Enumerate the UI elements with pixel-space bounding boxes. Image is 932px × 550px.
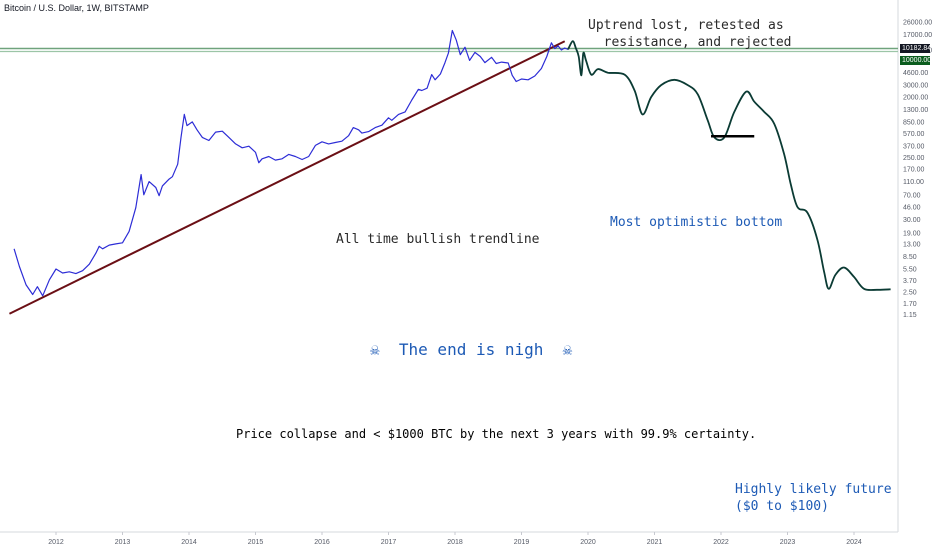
y-tick-label: 46.00 <box>903 205 921 212</box>
level-price-tag: 10000.00 <box>900 56 932 65</box>
x-tick-label: 2012 <box>48 539 64 546</box>
y-tick-label: 850.00 <box>903 119 925 126</box>
y-tick-label: 2.50 <box>903 290 917 297</box>
future-annotation: Highly likely future ($0 to $100) <box>735 482 892 514</box>
projection-line <box>567 40 891 291</box>
x-tick-label: 2017 <box>381 539 397 546</box>
bullish-trendline <box>9 40 566 315</box>
y-tick-label: 3.70 <box>903 278 917 285</box>
y-tick-label: 570.00 <box>903 131 925 138</box>
x-tick-label: 2015 <box>248 539 264 546</box>
x-tick-label: 2021 <box>647 539 663 546</box>
x-tick-label: 2014 <box>181 539 197 546</box>
y-tick-label: 5.50 <box>903 267 917 274</box>
end-is-nigh-annotation: ☠ The end is nigh ☠ <box>370 340 573 359</box>
y-tick-label: 17000.00 <box>903 32 932 39</box>
trendline-annotation: All time bullish trendline <box>336 232 540 247</box>
current-price-tag: 10182.84 <box>900 44 932 53</box>
y-tick-label: 13.00 <box>903 241 921 248</box>
y-tick-label: 8.50 <box>903 254 917 261</box>
optimistic-bottom-annotation: Most optimistic bottom <box>610 215 783 230</box>
y-tick-label: 250.00 <box>903 155 925 162</box>
y-tick-label: 4600.00 <box>903 70 928 77</box>
x-tick-label: 2013 <box>115 539 131 546</box>
y-tick-label: 30.00 <box>903 217 921 224</box>
uptrend-lost-annotation: Uptrend lost, retested as resistance, an… <box>588 18 792 50</box>
y-tick-label: 1.15 <box>903 312 917 319</box>
collapse-annotation: Price collapse and < $1000 BTC by the ne… <box>236 427 757 441</box>
y-tick-label: 110.00 <box>903 179 924 186</box>
x-tick-label: 2016 <box>314 539 330 546</box>
y-tick-label: 26000.00 <box>903 20 932 27</box>
historical-price-line <box>13 29 569 297</box>
x-tick-label: 2022 <box>713 539 729 546</box>
x-tick-label: 2020 <box>580 539 596 546</box>
y-tick-label: 70.00 <box>903 192 921 199</box>
y-tick-label: 2000.00 <box>903 94 928 101</box>
x-tick-label: 2019 <box>514 539 530 546</box>
y-tick-label: 1.70 <box>903 301 917 308</box>
symbol-label: Bitcoin / U.S. Dollar, 1W, BITSTAMP <box>4 3 149 13</box>
y-tick-label: 170.00 <box>903 166 925 173</box>
x-tick-label: 2018 <box>447 539 463 546</box>
y-tick-label: 1300.00 <box>903 107 928 114</box>
y-tick-label: 19.00 <box>903 230 921 237</box>
y-tick-label: 3000.00 <box>903 83 928 90</box>
x-tick-label: 2023 <box>780 539 796 546</box>
x-tick-label: 2024 <box>846 539 862 546</box>
y-tick-label: 370.00 <box>903 144 925 151</box>
